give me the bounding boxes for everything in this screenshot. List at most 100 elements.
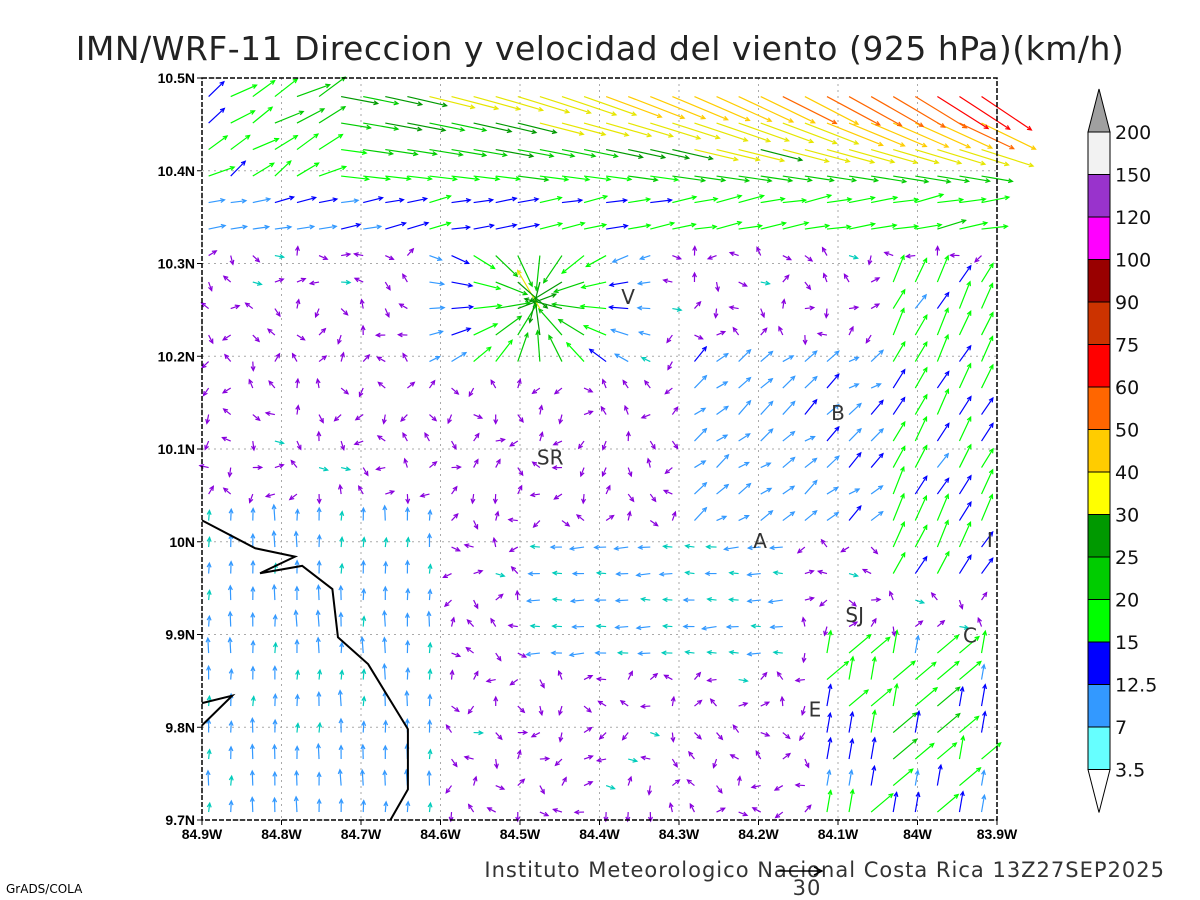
- wind-vector: [800, 705, 806, 716]
- wind-vector: [606, 223, 629, 230]
- wind-vector: [405, 800, 411, 813]
- wind-vector: [406, 247, 415, 256]
- wind-vector: [597, 700, 607, 707]
- wind-vector: [728, 305, 739, 311]
- wind-vector: [228, 507, 234, 521]
- wind-vector: [804, 148, 851, 163]
- wind-vector: [891, 626, 897, 637]
- y-tick-label: 10.5N: [158, 70, 195, 86]
- colorbar-legend: 3.5 7 12.5 15 20 25 30 40 50 60 75 90 100 120 150 200: [1087, 88, 1157, 813]
- wind-vector: [914, 791, 921, 813]
- wind-vector: [647, 785, 653, 796]
- wind-vector: [403, 457, 409, 468]
- wind-vector: [820, 538, 828, 548]
- wind-vector: [871, 597, 882, 603]
- wind-vector: [228, 799, 234, 813]
- wind-vector: [495, 732, 503, 741]
- wind-vector: [639, 703, 651, 709]
- wind-vector: [848, 621, 859, 628]
- wind-vector: [662, 544, 673, 550]
- wind-vector: [738, 194, 766, 204]
- wind-vector: [848, 402, 862, 415]
- wind-vector: [892, 445, 906, 468]
- wind-vector: [936, 370, 950, 389]
- wind-vector: [274, 78, 299, 98]
- wind-vector: [288, 493, 298, 501]
- x-axis-ticks: 84.9W 84.8W 84.7W 84.6W 84.5W 84.4W 84.3W 84.2W…: [182, 820, 1018, 842]
- wind-vector: [208, 80, 225, 97]
- wind-vector: [782, 96, 838, 125]
- wind-vector: [294, 245, 300, 256]
- wind-vector: [206, 589, 212, 601]
- wind-vector: [598, 732, 607, 740]
- wind-vector: [694, 407, 707, 416]
- wind-vector: [361, 668, 367, 680]
- wind-vector: [614, 624, 629, 630]
- wind-vector: [936, 634, 960, 654]
- wind-vector: [644, 379, 651, 389]
- wind-vector: [848, 655, 855, 680]
- wind-vector: [959, 122, 1015, 150]
- wind-vector: [619, 700, 629, 707]
- wind-vector: [516, 749, 522, 760]
- wind-vector: [539, 95, 592, 115]
- wind-vector: [959, 766, 982, 787]
- wind-vector: [760, 280, 771, 286]
- wind-vector: [274, 463, 285, 469]
- wind-vector: [318, 224, 338, 230]
- wind-vector: [550, 650, 562, 656]
- wind-vector: [826, 511, 840, 522]
- wind-vector: [628, 197, 652, 204]
- wind-vector: [517, 255, 533, 288]
- wind-vector: [208, 165, 236, 177]
- wind-vector: [801, 616, 807, 627]
- wind-vector: [473, 730, 484, 736]
- wind-vector: [694, 148, 740, 162]
- wind-vector: [716, 122, 772, 143]
- wind-vectors: [198, 76, 1037, 823]
- wind-vector: [377, 381, 386, 389]
- colorbar-label: 150: [1115, 165, 1151, 187]
- wind-vector: [517, 197, 540, 204]
- wind-vector: [738, 122, 791, 142]
- wind-vector: [914, 634, 921, 654]
- wind-vector: [667, 361, 673, 371]
- wind-vector: [608, 281, 629, 288]
- wind-vector: [666, 334, 673, 344]
- wind-vector: [583, 148, 619, 159]
- wind-vector: [794, 782, 805, 788]
- wind-vector: [579, 467, 585, 478]
- wind-vector: [451, 513, 459, 521]
- wind-vector: [914, 555, 928, 574]
- wind-vector: [451, 148, 488, 158]
- wind-vector: [870, 792, 894, 813]
- wind-vector: [605, 514, 615, 522]
- wind-vector: [296, 108, 326, 124]
- wind-vector: [826, 683, 833, 707]
- wind-vector: [429, 461, 438, 469]
- wind-vector: [738, 223, 764, 230]
- wind-vector: [628, 148, 667, 160]
- wind-vector: [959, 148, 1010, 167]
- wind-vector: [374, 332, 386, 338]
- wind-vector: [694, 95, 751, 122]
- wind-vector: [568, 652, 585, 658]
- credit-text: GrADS/COLA: [6, 882, 83, 896]
- wind-vector: [794, 677, 805, 683]
- wind-vector: [756, 246, 762, 256]
- wind-vector: [870, 617, 877, 627]
- wind-vector: [318, 133, 344, 151]
- wind-vector: [495, 652, 502, 662]
- wind-vector: [782, 485, 796, 495]
- wind-vector: [716, 405, 730, 416]
- wind-vector: [937, 148, 987, 166]
- wind-vector: [419, 492, 430, 498]
- wind-vector: [252, 255, 261, 263]
- wind-vector: [694, 460, 707, 469]
- wind-vector: [628, 122, 675, 138]
- colorbar-segment: [1087, 599, 1111, 643]
- wind-vector: [848, 325, 854, 336]
- wind-vector: [635, 625, 651, 631]
- wind-vector: [561, 221, 586, 230]
- wind-vector: [915, 175, 952, 184]
